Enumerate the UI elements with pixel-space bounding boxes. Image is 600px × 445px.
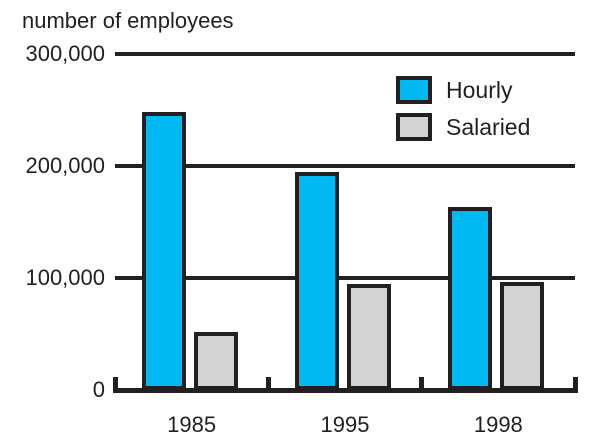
x-axis-label-1985: 1985 [167,412,217,437]
bar-hourly-1985 [141,112,186,390]
y-axis-label-100,000: 100,000 [25,265,105,290]
legend-item-hourly: Hourly [396,76,530,104]
x-axis-label-1995: 1995 [320,412,370,437]
x-axis-tick-0 [112,377,118,390]
x-axis-tick-2 [419,377,425,390]
bar-salaried-1985 [193,331,238,390]
legend-label-hourly: Hourly [446,77,513,103]
chart-title: number of employees [22,8,234,33]
bar-salaried-1995 [347,283,391,390]
legend-swatch-salaried [396,113,432,141]
legend-label-salaried: Salaried [446,114,531,140]
y-axis-label-300,000: 300,000 [25,41,105,66]
bar-hourly-1995 [295,171,339,390]
legend-item-salaried: Salaried [396,113,530,141]
x-axis-tick-1 [265,377,271,390]
gridline-300,000 [115,52,575,56]
y-axis-label-200,000: 200,000 [25,153,105,178]
legend-swatch-hourly [396,76,432,104]
bar-salaried-1998 [500,282,545,390]
y-axis-label-0: 0 [92,377,105,402]
gridline-200,000 [115,164,575,168]
bar-hourly-1998 [448,207,493,390]
legend: Hourly Salaried [396,76,530,150]
x-axis-tick-3 [572,377,578,390]
x-axis-line [112,388,578,393]
x-axis-label-1998: 1998 [473,412,523,437]
gridline-100,000 [115,276,575,280]
